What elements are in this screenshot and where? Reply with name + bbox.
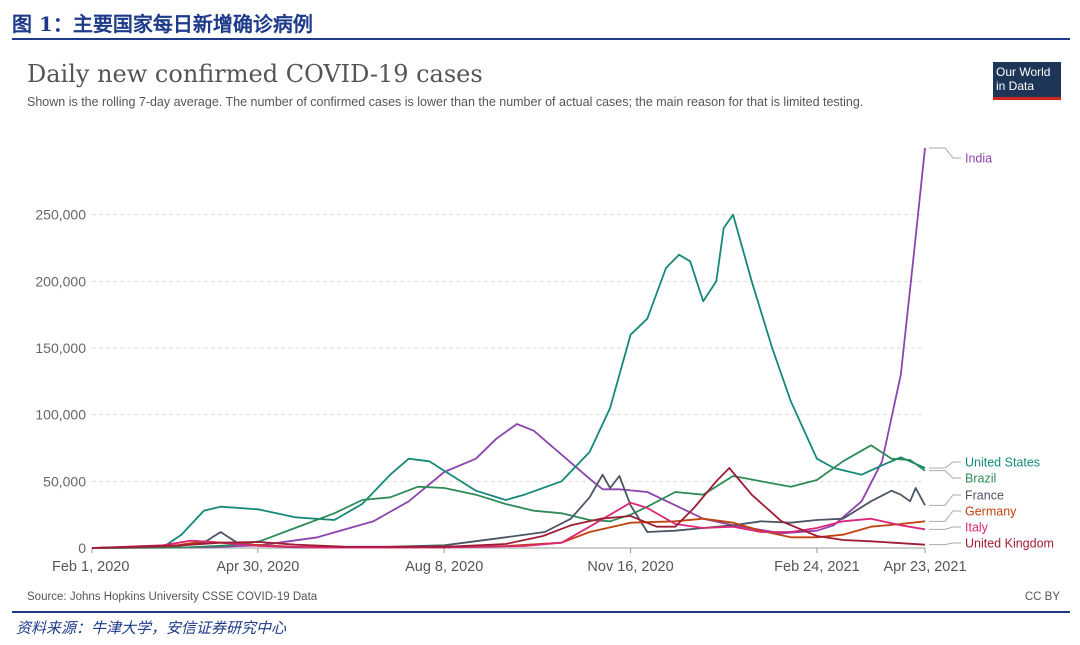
x-axis: Feb 1, 2020 Apr 30, 2020 Aug 8, 2020 Nov 16… [52, 548, 967, 575]
x-tick-label: Aug 8, 2020 [405, 559, 483, 575]
label-connector [929, 470, 961, 479]
y-tick-label: 200,000 [35, 273, 86, 289]
y-tick-label: 250,000 [35, 207, 86, 223]
y-tick-label: 50,000 [43, 473, 86, 489]
y-tick-label: 0 [78, 540, 86, 556]
logo-line-1: Our World [996, 65, 1051, 79]
x-tick-label: Apr 30, 2020 [216, 559, 299, 575]
series-label: Italy [965, 521, 989, 535]
line-chart: 0 50,000 100,000 150,000 200,000 250,000 Feb … [35, 147, 1054, 575]
license-link[interactable]: CC BY [1024, 591, 1060, 603]
label-connector [929, 542, 961, 546]
chart-subtitle: Shown is the rolling 7-day average. The … [27, 95, 864, 109]
label-connector [929, 461, 961, 469]
footer-rule [12, 611, 1070, 613]
x-tick-label: Nov 16, 2020 [587, 559, 673, 575]
label-connector [929, 526, 961, 530]
series-label: United Kingdom [965, 537, 1054, 551]
series-label: United States [965, 456, 1040, 470]
series-label: India [965, 152, 992, 166]
header-rule [12, 38, 1070, 40]
chart-title: Daily new confirmed COVID-19 cases [27, 60, 483, 88]
figure-source: 资料来源：牛津大学，安信证券研究中心 [16, 619, 287, 637]
y-tick-label: 150,000 [35, 340, 86, 356]
x-tick-label: Apr 23, 2021 [883, 559, 966, 575]
x-tick-label: Feb 1, 2020 [52, 559, 129, 575]
series-line [91, 147, 926, 549]
label-connector [929, 147, 961, 159]
series-lines [91, 147, 926, 549]
series-line [91, 501, 926, 549]
series-label: France [965, 489, 1004, 503]
owid-logo[interactable]: Our World in Data [993, 62, 1061, 100]
chart-source[interactable]: Source: Johns Hopkins University CSSE CO… [27, 591, 318, 603]
label-connector [929, 510, 961, 522]
x-tick-label: Feb 24, 2021 [774, 559, 859, 575]
figure-header: 图 1：主要国家每日新增确诊病例 [12, 12, 313, 36]
series-line [91, 467, 926, 549]
label-connector [929, 494, 961, 506]
y-axis: 0 50,000 100,000 150,000 200,000 250,000 [35, 207, 86, 556]
series-line [91, 213, 926, 549]
series-label: Brazil [965, 472, 996, 486]
series-labels: India United States Brazil France Germany Ita… [929, 147, 1054, 551]
logo-line-2: in Data [996, 79, 1035, 93]
series-line [91, 444, 926, 549]
grid-lines [92, 214, 925, 549]
series-label: Germany [965, 505, 1017, 519]
y-tick-label: 100,000 [35, 407, 86, 423]
